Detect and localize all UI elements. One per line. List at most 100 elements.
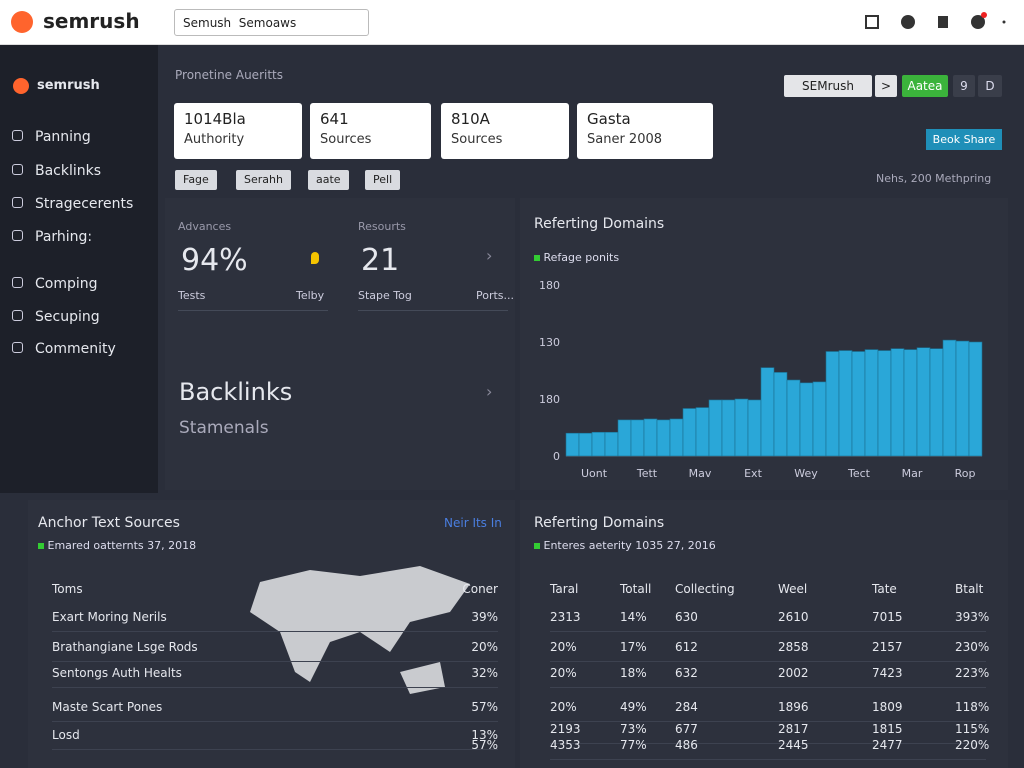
x-tick-label: Mav (689, 467, 712, 480)
y-axis-label: 130 (539, 336, 560, 349)
table-cell: Maste Scart Pones (52, 700, 163, 714)
y-axis-label: 180 (539, 393, 560, 406)
filter-chip[interactable]: aate (308, 170, 349, 190)
table-cell: 230% (955, 640, 990, 654)
table-row: 4353 77% 486 2445 2477 220% (550, 738, 989, 760)
nav-icon (12, 342, 23, 353)
filter-chip[interactable]: Fage (175, 170, 217, 190)
stat-sub: Tests (178, 289, 206, 302)
top-button[interactable]: SEMrush (784, 75, 872, 97)
table-cell: 2610 (778, 610, 809, 624)
table-cell: 4353 (550, 738, 581, 752)
x-tick-label: Mar (902, 467, 923, 480)
section-title: Pronetine Aueritts (175, 68, 283, 82)
bar (968, 341, 983, 457)
panel-title: Referting Domains (534, 515, 665, 531)
table-cell: 2193 (550, 722, 581, 736)
chevron[interactable]: › (486, 382, 493, 401)
top-button[interactable]: > (875, 75, 897, 97)
world-map (250, 566, 470, 694)
brand-icon (13, 78, 29, 94)
legend-label: Refage ponits (543, 251, 620, 264)
pin-icon (311, 252, 319, 264)
nav-item[interactable]: Comping (12, 276, 152, 292)
subtitle-text: Enteres aeterity 1035 27, 2016 (543, 539, 716, 552)
search-box[interactable]: Semush Semoaws (174, 9, 369, 36)
top-button[interactable]: 9 (953, 75, 975, 97)
table-cell: 2313 (550, 610, 581, 624)
bar (838, 350, 853, 457)
share-button[interactable]: Beok Share (926, 129, 1002, 150)
bar-chart: 180 130 180 0 Uont Tett Mav Ext Wey Tect Mar Rop (539, 279, 983, 480)
table-header: Toms Coner (52, 582, 498, 606)
nav-label: Panning (35, 129, 91, 145)
stat-sub: Telby (296, 289, 325, 302)
table-cell: 2157 (872, 640, 903, 654)
logo: semrush (43, 9, 140, 33)
nav-item[interactable]: Commenity (12, 341, 152, 357)
filter-chip[interactable]: Serahh (236, 170, 291, 190)
logo-icon (11, 11, 33, 33)
top-button[interactable]: Aatea (902, 75, 948, 97)
bar (786, 379, 801, 457)
bar (864, 349, 879, 457)
table-cell: 20% (550, 666, 577, 680)
filter-chip[interactable]: Pell (365, 170, 401, 190)
column-header: Collecting (675, 582, 735, 596)
stat-value: 94% (181, 243, 248, 278)
table-cell: 393% (955, 610, 990, 624)
metric-card: 810A Sources (441, 103, 569, 159)
table-cell: 612 (675, 640, 698, 654)
bar (825, 351, 840, 457)
nav-item[interactable]: Panning (12, 129, 152, 145)
column-header: Coner (462, 582, 498, 596)
card-label: Saner 2008 (587, 132, 663, 147)
legend-swatch (534, 255, 540, 261)
bar (903, 349, 918, 457)
table-cell: 57% (471, 738, 498, 752)
table-row: Maste Scart Pones 57% (52, 700, 498, 722)
bar (643, 418, 658, 457)
bar (799, 382, 814, 457)
bar (916, 347, 931, 457)
table-cell: 1815 (872, 722, 903, 736)
metric-card: 641 Sources (310, 103, 431, 159)
bar (760, 367, 775, 457)
table-cell: 632 (675, 666, 698, 680)
sidebar: semrush Panning Backlinks Stragecerents Par… (0, 45, 158, 493)
x-tick-label: Rop (955, 467, 976, 480)
bar (812, 381, 827, 457)
table-row: Sentongs Auth Healts 32% (52, 666, 498, 688)
nav-label: Backlinks (35, 163, 102, 179)
bar (669, 418, 684, 457)
subtitle-text: Emared oatternts 37, 2018 (47, 539, 197, 552)
chevron[interactable]: › (486, 246, 493, 265)
table-cell: 20% (550, 640, 577, 654)
bar (578, 432, 593, 457)
link[interactable]: Neir Its In (444, 516, 502, 530)
metric-card: Gasta Saner 2008 (577, 103, 713, 159)
top-button[interactable]: D (978, 75, 1002, 97)
bar (682, 408, 697, 457)
nav-label: Stragecerents (35, 196, 134, 212)
table-cell: 77% (620, 738, 647, 752)
table-cell: 13% (471, 728, 498, 742)
nav-item[interactable]: Backlinks (12, 163, 152, 179)
stat-sub: Ports... (476, 289, 515, 302)
table-cell: 17% (620, 640, 647, 654)
nav-item[interactable]: Secuping (12, 309, 152, 325)
nav-item[interactable]: Parhing: (12, 229, 152, 245)
nav-item[interactable]: Stragecerents (12, 196, 152, 212)
header: semrush Semush Semoaws (0, 0, 1024, 45)
bar (955, 340, 970, 457)
bar (591, 431, 606, 457)
stat-label: Advances (178, 220, 232, 233)
table-cell: 49% (620, 700, 647, 714)
table-row: 20% 18% 632 2002 7423 223% (550, 666, 989, 688)
nav-icon (12, 197, 23, 208)
legend: Refage ponits (534, 251, 619, 264)
stats-panel (165, 198, 515, 490)
bar (773, 372, 788, 457)
table-row: 20% 17% 612 2858 2157 230% (550, 640, 990, 662)
table-cell: 18% (620, 666, 647, 680)
